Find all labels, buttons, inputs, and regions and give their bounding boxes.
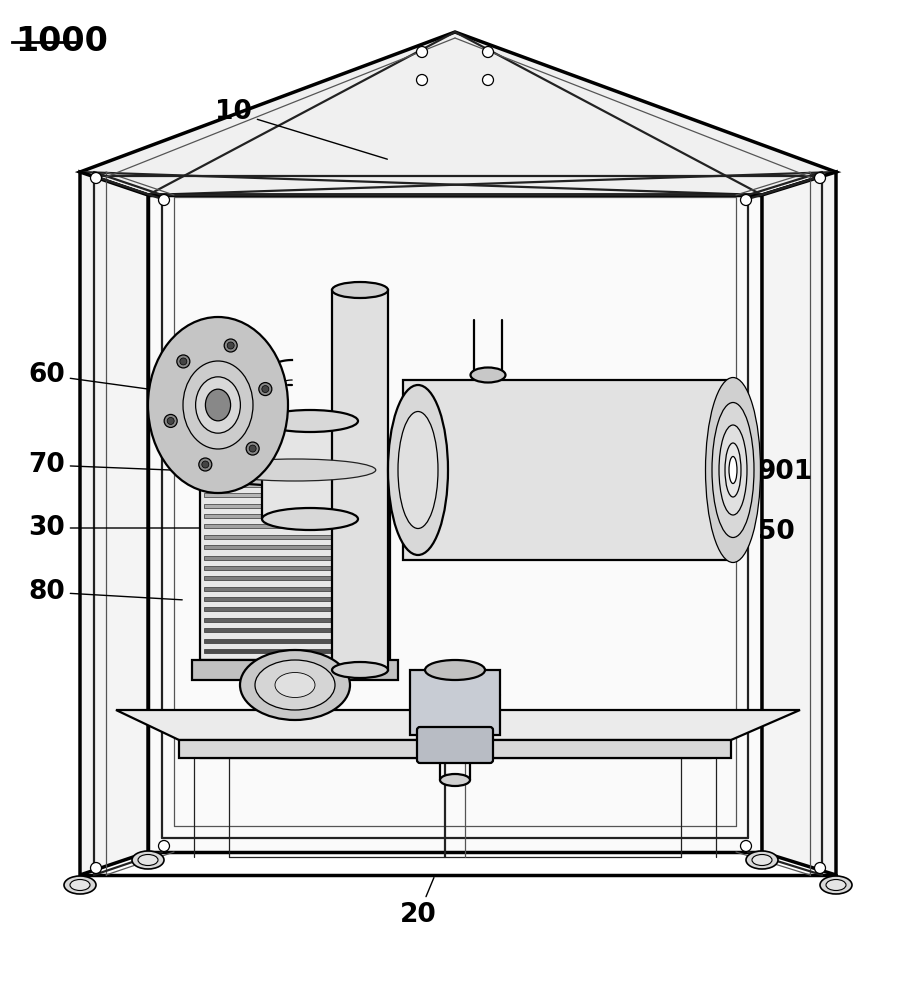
Circle shape: [259, 383, 272, 396]
Ellipse shape: [725, 443, 741, 497]
Polygon shape: [332, 290, 388, 670]
Ellipse shape: [332, 282, 388, 298]
Ellipse shape: [240, 650, 350, 720]
Polygon shape: [204, 649, 386, 653]
Polygon shape: [204, 639, 386, 643]
Text: 60: 60: [28, 362, 152, 390]
Circle shape: [227, 342, 234, 349]
Ellipse shape: [132, 851, 164, 869]
Polygon shape: [762, 172, 836, 875]
Polygon shape: [410, 670, 500, 735]
Polygon shape: [200, 470, 390, 660]
Ellipse shape: [200, 454, 390, 486]
Polygon shape: [204, 587, 386, 591]
Circle shape: [416, 46, 427, 57]
Ellipse shape: [183, 361, 253, 449]
Ellipse shape: [712, 402, 754, 538]
Circle shape: [164, 414, 177, 427]
Polygon shape: [204, 628, 386, 632]
Text: 50: 50: [648, 519, 795, 545]
Text: 80: 80: [28, 579, 182, 605]
Polygon shape: [204, 576, 386, 580]
Ellipse shape: [470, 367, 505, 382]
Ellipse shape: [425, 660, 485, 680]
Polygon shape: [179, 740, 731, 758]
Ellipse shape: [746, 851, 778, 869]
Circle shape: [246, 442, 259, 455]
Ellipse shape: [332, 662, 388, 678]
Ellipse shape: [148, 317, 288, 493]
Ellipse shape: [64, 876, 96, 894]
Ellipse shape: [262, 508, 358, 530]
Polygon shape: [204, 597, 386, 601]
Ellipse shape: [705, 377, 760, 562]
Polygon shape: [116, 710, 800, 740]
Ellipse shape: [262, 410, 358, 432]
FancyBboxPatch shape: [417, 727, 493, 763]
Text: 10: 10: [215, 99, 387, 159]
Polygon shape: [204, 618, 386, 622]
Circle shape: [815, 862, 825, 874]
Text: 20: 20: [400, 878, 437, 928]
Ellipse shape: [138, 854, 158, 865]
Polygon shape: [204, 566, 386, 570]
Ellipse shape: [275, 672, 315, 698]
Polygon shape: [336, 413, 384, 650]
Ellipse shape: [752, 854, 772, 865]
Circle shape: [483, 75, 494, 86]
Circle shape: [815, 172, 825, 184]
Polygon shape: [204, 607, 386, 611]
Polygon shape: [80, 32, 836, 195]
Circle shape: [168, 417, 174, 424]
Polygon shape: [204, 472, 386, 476]
Circle shape: [159, 194, 169, 206]
Polygon shape: [204, 504, 386, 508]
Ellipse shape: [826, 880, 846, 890]
Circle shape: [180, 358, 187, 365]
Circle shape: [224, 339, 237, 352]
Polygon shape: [262, 423, 358, 517]
Polygon shape: [403, 380, 733, 560]
Ellipse shape: [214, 459, 376, 481]
Text: 30: 30: [28, 515, 217, 541]
Ellipse shape: [719, 425, 747, 515]
Polygon shape: [204, 545, 386, 549]
Circle shape: [416, 75, 427, 86]
Polygon shape: [192, 660, 398, 680]
Ellipse shape: [729, 456, 737, 484]
Polygon shape: [204, 535, 386, 539]
Circle shape: [741, 840, 751, 852]
Text: 1000: 1000: [15, 25, 108, 58]
Polygon shape: [204, 514, 386, 518]
Polygon shape: [204, 493, 386, 497]
Circle shape: [199, 458, 212, 471]
Circle shape: [159, 840, 169, 852]
Polygon shape: [80, 172, 148, 875]
Circle shape: [90, 172, 102, 184]
Circle shape: [202, 461, 209, 468]
Circle shape: [177, 355, 190, 368]
Polygon shape: [204, 483, 386, 487]
Polygon shape: [204, 524, 386, 528]
Circle shape: [262, 386, 268, 393]
Text: 901: 901: [648, 459, 814, 490]
Ellipse shape: [255, 660, 335, 710]
Circle shape: [483, 46, 494, 57]
Ellipse shape: [388, 385, 448, 555]
Ellipse shape: [196, 377, 241, 433]
Ellipse shape: [820, 876, 852, 894]
Ellipse shape: [70, 880, 90, 890]
Ellipse shape: [440, 774, 470, 786]
Ellipse shape: [205, 389, 231, 421]
Circle shape: [250, 445, 256, 452]
Polygon shape: [204, 556, 386, 560]
Circle shape: [741, 194, 751, 206]
Text: 70: 70: [28, 452, 217, 478]
Polygon shape: [148, 195, 762, 852]
Ellipse shape: [398, 412, 438, 528]
Circle shape: [90, 862, 102, 874]
